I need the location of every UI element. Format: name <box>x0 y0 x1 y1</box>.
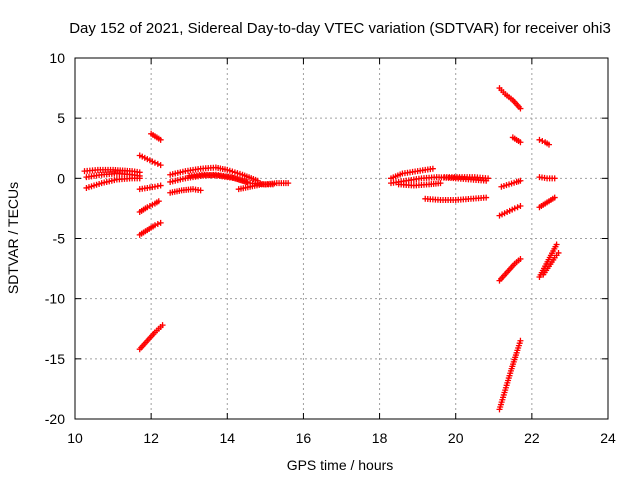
series-arc-14 <box>235 181 276 193</box>
x-tick-label: 18 <box>372 430 388 446</box>
data-point <box>551 175 558 182</box>
x-tick-label: 16 <box>296 430 312 446</box>
data-point <box>151 159 158 166</box>
series-arc-17 <box>395 180 444 189</box>
data-point <box>511 205 518 212</box>
data-point <box>285 180 292 187</box>
series-arc-27 <box>536 174 558 182</box>
data-point <box>517 337 524 344</box>
data-point <box>551 194 558 201</box>
x-tick-label: 22 <box>524 430 540 446</box>
data-point <box>517 203 524 210</box>
series-arc-19 <box>441 174 492 182</box>
y-axis-label: SDTVAR / TECUs <box>5 182 21 294</box>
data-point <box>429 165 436 172</box>
data-point <box>545 141 552 148</box>
data-point <box>155 198 162 205</box>
series-arc-12 <box>167 186 204 196</box>
series-arc-21 <box>509 134 524 146</box>
data-point <box>197 187 204 194</box>
series-arc-30 <box>540 249 562 278</box>
x-tick-label: 24 <box>600 430 616 446</box>
x-tick-label: 14 <box>219 430 235 446</box>
y-tick-label: -20 <box>45 411 65 427</box>
series-arc-20 <box>496 85 524 112</box>
plot-frame <box>74 57 609 420</box>
series-arc-24 <box>496 255 524 284</box>
series-arc-28 <box>536 194 558 211</box>
grid-lines <box>75 58 608 419</box>
series-arc-06 <box>148 130 164 143</box>
series-arc-13 <box>186 171 292 188</box>
data-point <box>157 162 164 169</box>
data-point <box>157 136 164 143</box>
data-point <box>269 181 276 188</box>
y-tick-label: -5 <box>53 231 66 247</box>
series-arc-03 <box>83 175 143 191</box>
data-point <box>553 241 560 248</box>
series-arc-10 <box>167 164 261 184</box>
data-point <box>514 204 521 211</box>
data-point <box>517 177 524 184</box>
data-point <box>485 175 492 182</box>
y-tick-label: 5 <box>57 110 65 126</box>
series-arc-07 <box>136 198 162 216</box>
series-arc-05 <box>136 152 164 169</box>
y-tick-label: 10 <box>49 50 65 66</box>
data-point <box>483 194 490 201</box>
series-arc-09 <box>136 322 166 353</box>
tick-labels: 10 12 14 16 18 20 22 24 -20 -15 -10 -5 0 5 10 <box>45 50 616 446</box>
y-tick-label: -10 <box>45 291 65 307</box>
data-point <box>555 249 562 256</box>
data-point <box>536 136 543 143</box>
data-point <box>159 322 166 329</box>
data-point <box>157 219 164 226</box>
data-point <box>517 139 524 146</box>
x-axis-label: GPS time / hours <box>287 457 394 473</box>
data-point <box>157 182 164 189</box>
series-arc-15 <box>387 165 436 182</box>
y-tick-label: 0 <box>57 170 65 186</box>
x-tick-label: 10 <box>67 430 83 446</box>
data-point <box>539 138 546 145</box>
series-arc-25 <box>496 337 524 413</box>
x-tick-label: 12 <box>143 430 159 446</box>
y-tick-label: -15 <box>45 351 65 367</box>
series-arc-22 <box>498 177 524 190</box>
series-arc-04 <box>136 182 164 193</box>
series-arc-29 <box>536 241 560 281</box>
data-point <box>154 160 161 167</box>
series-arc-18 <box>422 194 490 203</box>
data-point <box>437 180 444 187</box>
data-points <box>81 85 562 413</box>
series-arc-23 <box>496 203 524 219</box>
data-point <box>517 105 524 112</box>
series-arc-08 <box>136 219 164 238</box>
data-point <box>154 221 161 228</box>
x-tick-label: 20 <box>448 430 464 446</box>
data-point <box>517 255 524 262</box>
series-arc-26 <box>536 136 552 148</box>
data-point <box>136 175 143 182</box>
chart-title: Day 152 of 2021, Sidereal Day-to-day VTE… <box>69 20 611 37</box>
data-point <box>151 222 158 229</box>
